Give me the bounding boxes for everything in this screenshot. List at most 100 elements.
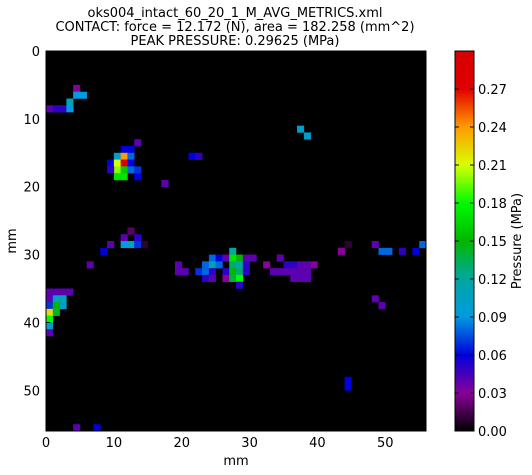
x-tick-label: 40 — [309, 436, 326, 451]
heatmap-cell — [222, 268, 230, 276]
heatmap-cell — [236, 274, 244, 283]
heatmap-cell — [107, 241, 115, 249]
heatmap-cell — [202, 268, 210, 276]
heatmap-cell — [113, 152, 121, 160]
heatmap-cell — [276, 268, 284, 276]
colorbar-tick-label: 0.00 — [478, 425, 507, 440]
heatmap-cell — [202, 274, 210, 283]
heatmap-cell — [263, 261, 271, 269]
heatmap-cell — [229, 268, 237, 276]
heatmap-cell — [46, 322, 54, 330]
heatmap-cell — [107, 159, 115, 167]
heatmap-cell — [52, 105, 60, 113]
heatmap-cell — [283, 261, 291, 269]
heatmap-cell — [134, 139, 142, 147]
heatmap-cell — [236, 281, 244, 289]
x-axis-label: mm — [223, 454, 248, 469]
heatmap-cell — [46, 105, 54, 113]
colorbar-tick-label: 0.12 — [478, 273, 507, 288]
heatmap-cell — [303, 132, 311, 140]
heatmap-cell — [66, 98, 74, 106]
heatmap-cell — [46, 295, 54, 303]
heatmap-cell — [242, 254, 250, 262]
heatmap-cell — [127, 166, 135, 174]
y-tick-label: 40 — [23, 316, 40, 331]
y-axis: 0 10 20 30 40 50 — [23, 45, 426, 399]
y-tick-label: 10 — [23, 113, 40, 128]
heatmap-cell — [66, 288, 74, 296]
heatmap-cell — [134, 173, 142, 181]
heatmap-cell — [141, 241, 149, 249]
heatmap-cell — [120, 241, 128, 249]
heatmap-cell — [215, 254, 223, 262]
heatmap-cell — [297, 274, 305, 283]
heatmap-area — [46, 51, 427, 432]
heatmap-cell — [229, 254, 237, 262]
heatmap-cell — [303, 261, 311, 269]
heatmap-cell — [385, 247, 393, 255]
heatmap-cell — [46, 329, 54, 337]
heatmap-cell — [174, 261, 183, 269]
heatmap-cell — [344, 383, 352, 391]
heatmap-cell — [113, 159, 121, 167]
heatmap-cell — [134, 234, 142, 242]
colorbar-ticks: 0.00 0.03 0.06 0.09 0.12 0.15 0.18 0.21 0.24 0.27 — [455, 83, 507, 440]
heatmap-cell — [398, 247, 406, 255]
colorbar-tick-label: 0.06 — [478, 349, 507, 364]
heatmap-cell — [242, 268, 250, 276]
heatmap-cell — [310, 261, 318, 269]
heatmap-cell — [120, 159, 128, 167]
heatmap-cell — [52, 288, 60, 296]
colorbar-label: Pressure (MPa) — [510, 193, 525, 289]
heatmap-cell — [59, 302, 67, 310]
heatmap-cell — [215, 261, 223, 269]
heatmap-cell — [113, 173, 121, 181]
heatmap-cell — [59, 295, 67, 303]
x-tick-label: 10 — [106, 436, 123, 451]
heatmap-cell — [208, 254, 216, 262]
y-tick-label: 30 — [23, 249, 40, 264]
heatmap-cell — [290, 268, 298, 276]
heatmap-cell — [236, 268, 244, 276]
heatmap-cell — [344, 376, 352, 384]
heatmap-cell — [120, 146, 128, 154]
heatmap-cell — [229, 247, 237, 255]
heatmap-cell — [283, 268, 291, 276]
heatmap-cell — [222, 274, 230, 283]
heatmap-cell — [73, 84, 81, 93]
heatmap-cell — [412, 247, 420, 255]
heatmap-background — [46, 51, 426, 431]
heatmap-cell — [52, 295, 60, 303]
colorbar-tick-label: 0.09 — [478, 311, 507, 326]
heatmap-cell — [249, 254, 257, 262]
chart-title-line-3: PEAK PRESSURE: 0.29625 (MPa) — [130, 34, 340, 49]
colorbar-tick-label: 0.24 — [478, 121, 507, 136]
heatmap-cell — [127, 152, 135, 160]
heatmap-cell — [161, 179, 169, 188]
colorbar-tick-label: 0.27 — [478, 83, 507, 98]
colorbar-tick-label: 0.18 — [478, 197, 507, 212]
heatmap-cell — [134, 166, 142, 174]
heatmap-cell — [59, 105, 67, 113]
chart-title-line-2: CONTACT: force = 12.172 (N), area = 182.… — [55, 20, 415, 35]
heatmap-cell — [120, 234, 128, 242]
heatmap-cell — [134, 241, 142, 249]
heatmap-cell — [59, 288, 67, 296]
heatmap-cell — [208, 268, 216, 276]
heatmap-cell — [303, 268, 311, 276]
heatmap-cell — [236, 261, 244, 269]
heatmap-cell — [344, 241, 352, 249]
heatmap-cell — [86, 261, 94, 269]
heatmap-cell — [242, 261, 250, 269]
plot-frame — [45, 50, 427, 432]
heatmap-cell — [46, 308, 54, 316]
heatmap-cell — [120, 152, 128, 160]
heatmap-cell — [120, 173, 128, 181]
colorbar-tick-label: 0.15 — [478, 235, 507, 250]
heatmap-cell — [66, 105, 74, 113]
x-tick-label: 20 — [173, 436, 190, 451]
heatmap-cell — [127, 241, 135, 249]
heatmap-cell — [73, 91, 81, 99]
heatmap-cell — [113, 166, 121, 174]
